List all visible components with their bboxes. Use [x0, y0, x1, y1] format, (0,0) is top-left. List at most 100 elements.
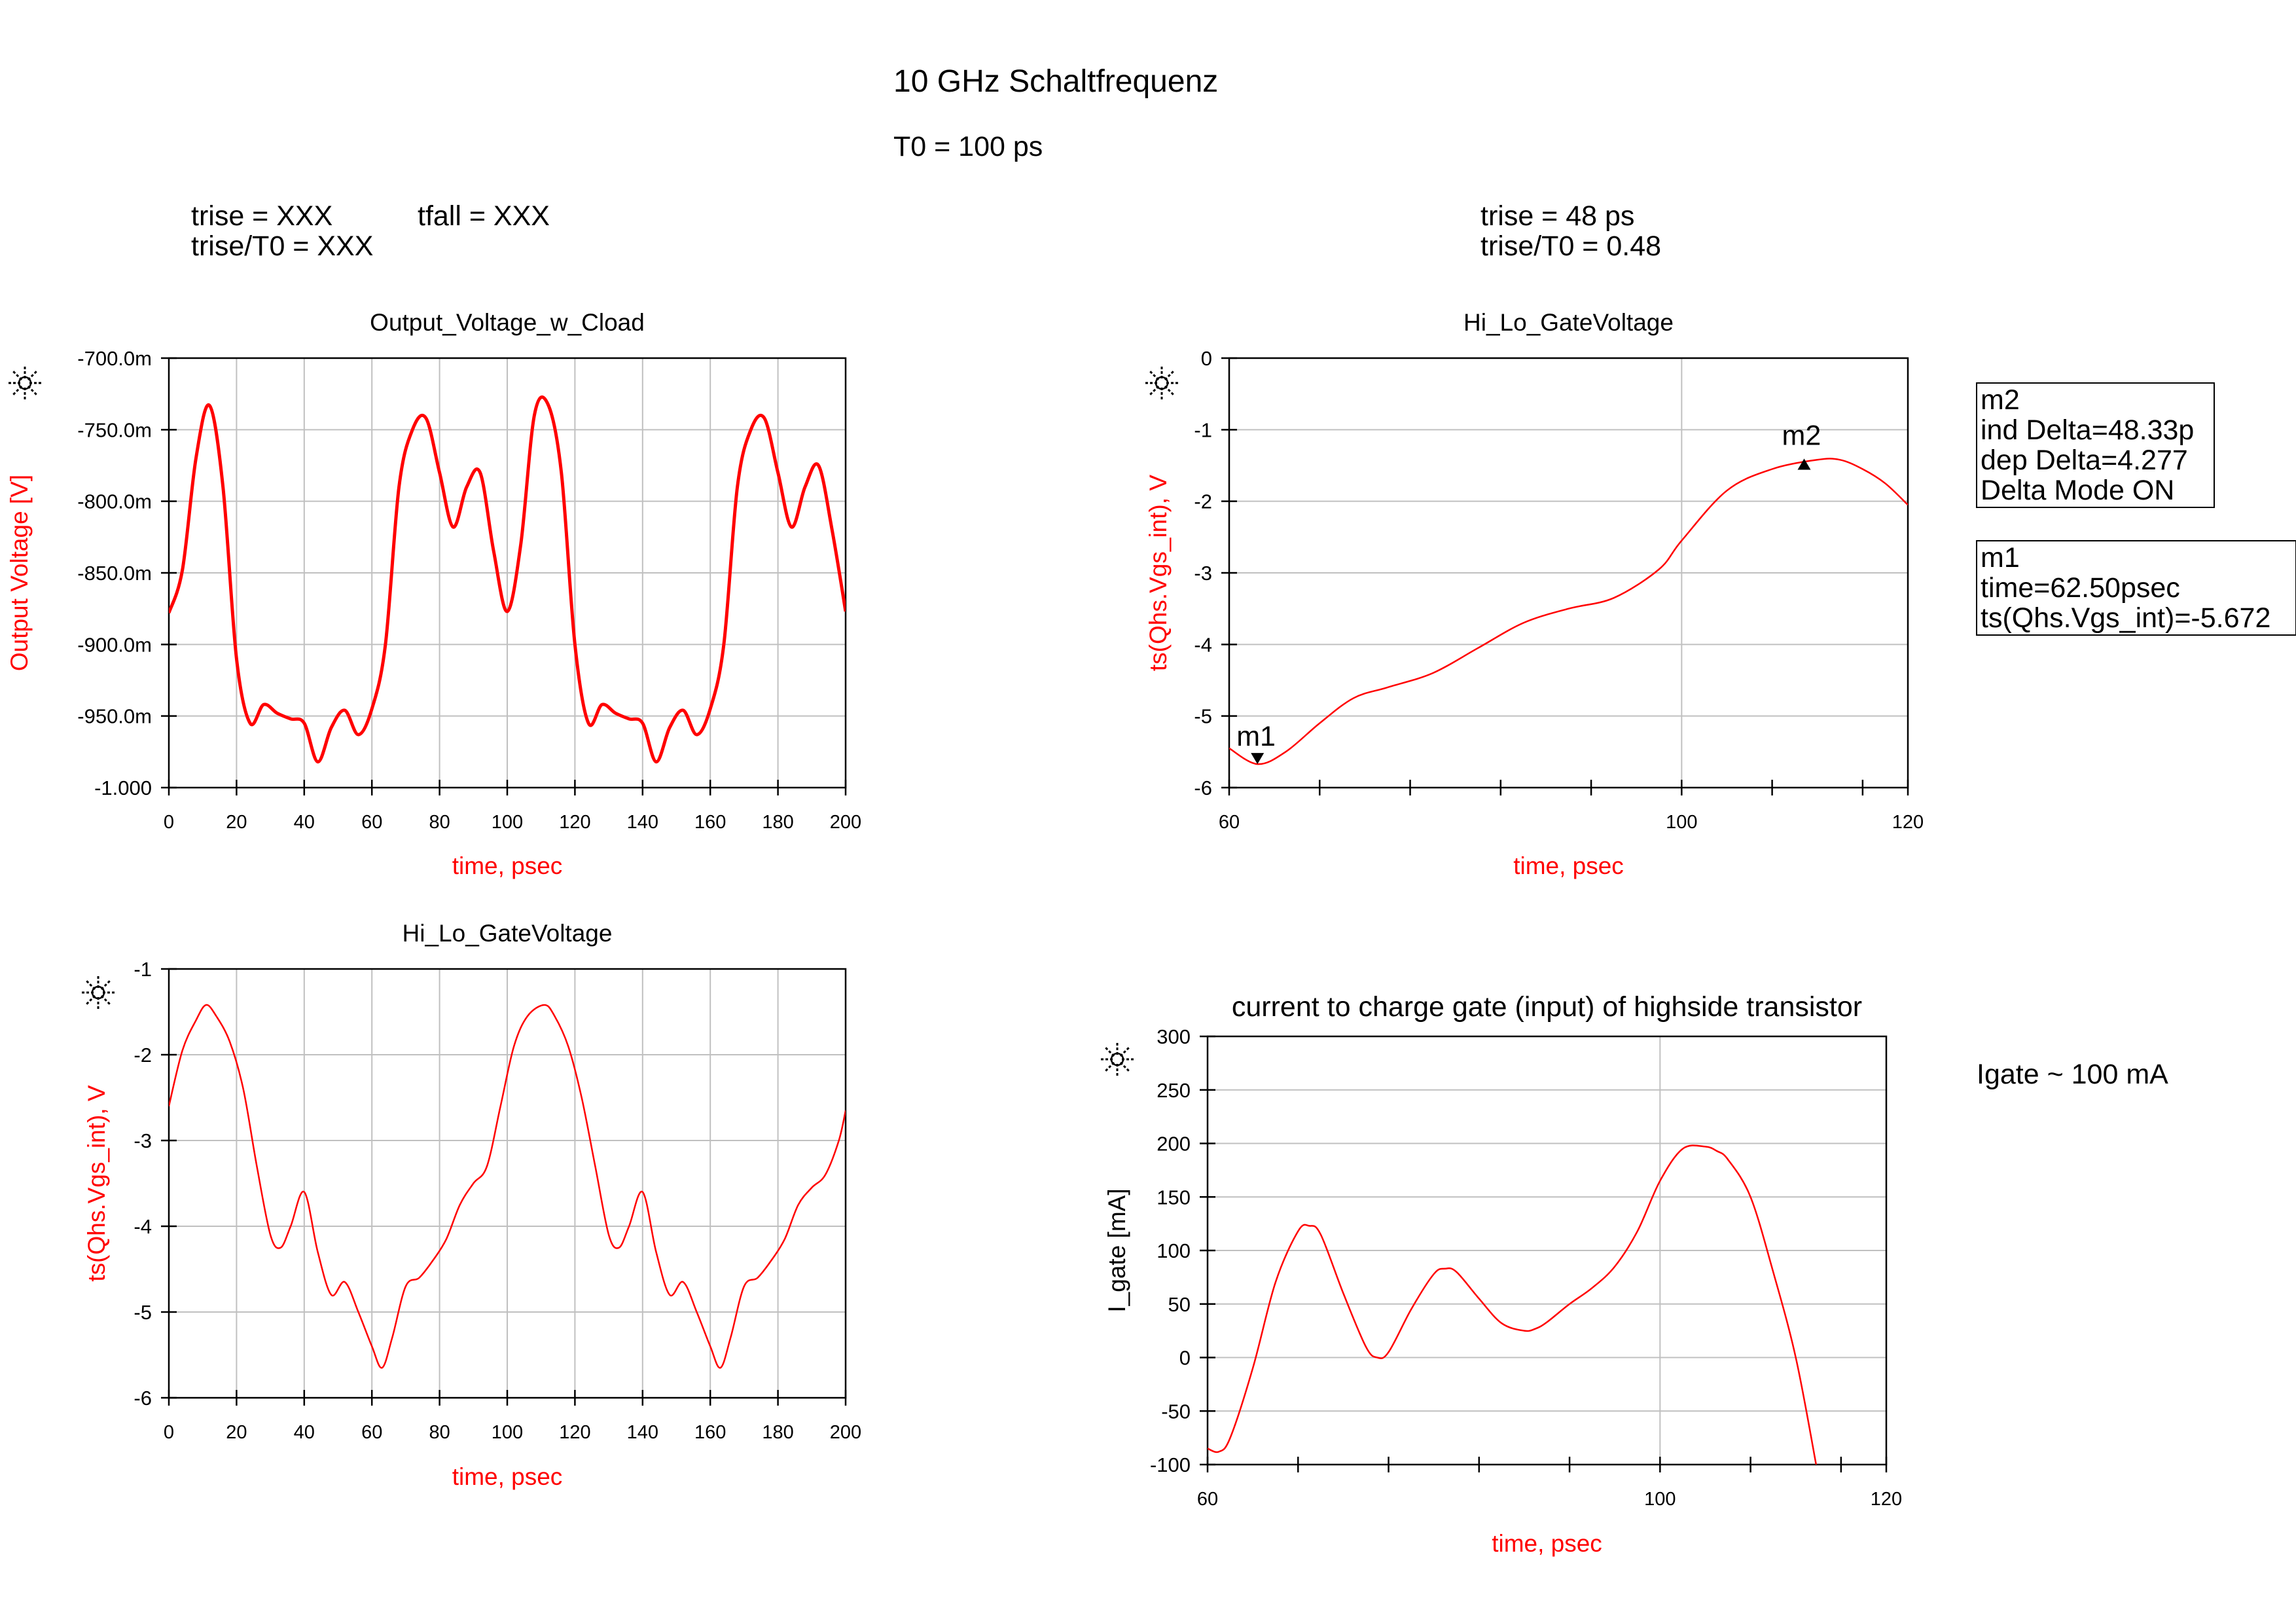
y-tick-label: 250	[1157, 1079, 1191, 1102]
y-tick-label: -1	[1194, 418, 1212, 441]
m2-readout-line-1: ind Delta=48.33p	[1981, 414, 2194, 446]
x-tick-label: 80	[429, 812, 450, 833]
x-tick-label: 60	[361, 812, 382, 833]
left-trise-note: trise = XXX	[191, 200, 332, 232]
x-tick-label: 120	[559, 1422, 590, 1443]
agilent-star-icon[interactable]	[81, 976, 115, 1010]
y-tick-label: -50	[1161, 1400, 1191, 1423]
period-note: T0 = 100 ps	[893, 131, 1043, 162]
series-line	[169, 1004, 846, 1369]
chart-title: Hi_Lo_GateVoltage	[1463, 309, 1674, 336]
star-center	[1110, 1052, 1124, 1067]
plot-output-voltage[interactable]: 0 20 40 60 80 100 120 140 160 180 200 -700.0m -750.0…	[6, 309, 861, 879]
y-tick-label: -800.0m	[77, 490, 152, 513]
x-tick-label: 20	[226, 812, 247, 833]
x-tick-label: 0	[164, 812, 174, 833]
star-center	[91, 985, 105, 1000]
x-tick-label: 20	[226, 1422, 247, 1443]
y-tick-label: -5	[1194, 705, 1212, 728]
y-tick-label: -2	[134, 1044, 152, 1067]
m1-readout-line-0: m1	[1981, 542, 2020, 574]
y-tick-label: -750.0m	[77, 418, 152, 441]
x-axis-label: time, psec	[452, 852, 563, 879]
left-ratio-note: trise/T0 = XXX	[191, 230, 373, 262]
agilent-star-icon[interactable]	[1100, 1042, 1134, 1076]
y-axis-label: ts(Qhs.Vgs_int), V	[83, 1085, 110, 1282]
series-line	[169, 395, 846, 764]
y-tick-label: 0	[1201, 347, 1212, 370]
marker-m2-triangle[interactable]	[1797, 458, 1811, 470]
y-tick-label: -900.0m	[77, 633, 152, 656]
y-tick-label: -2	[1194, 490, 1212, 513]
page-title: 10 GHz Schaltfrequenz	[893, 64, 1218, 99]
x-tick-label: 160	[694, 812, 726, 833]
x-tick-label: 40	[294, 812, 315, 833]
y-tick-label: 50	[1168, 1293, 1191, 1316]
m2-readout-line-2: dep Delta=4.277	[1981, 445, 2188, 476]
series-line	[1208, 1144, 1818, 1465]
y-tick-label: -1	[134, 958, 152, 981]
agilent-star-icon[interactable]	[8, 366, 42, 400]
m2-readout-line-3: Delta Mode ON	[1981, 475, 2174, 506]
y-tick-label: -850.0m	[77, 562, 152, 585]
m1-readout-line-2: ts(Qhs.Vgs_int)=-5.672	[1981, 602, 2270, 634]
y-tick-label: 0	[1179, 1347, 1191, 1370]
x-tick-label: 60	[1197, 1489, 1218, 1510]
right-trise-note: trise = 48 ps	[1480, 200, 1634, 232]
x-tick-label: 200	[830, 1422, 861, 1443]
x-axis-label: time, psec	[1492, 1530, 1602, 1557]
series-line	[1229, 458, 1908, 765]
x-tick-label: 120	[559, 812, 590, 833]
x-tick-label: 100	[492, 812, 523, 833]
plot-gate-voltage-full[interactable]: 0 20 40 60 80 100 120 140 160 180 200 -1 -2 -3 -4 -5 -6 H…	[81, 920, 861, 1490]
y-axis-label: Output Voltage [V]	[6, 475, 33, 671]
marker-m1-triangle[interactable]	[1251, 753, 1265, 765]
y-tick-label: -3	[134, 1129, 152, 1152]
x-tick-label: 100	[492, 1422, 523, 1443]
marker-m1-label: m1	[1236, 721, 1276, 752]
y-tick-label: -1.000	[94, 776, 152, 799]
y-tick-label: -4	[134, 1215, 152, 1238]
marker-m2-label: m2	[1782, 420, 1821, 452]
m1-readout-box[interactable]: m1 time=62.50psec ts(Qhs.Vgs_int)=-5.672	[1976, 540, 2296, 636]
x-tick-label: 180	[762, 1422, 793, 1443]
y-tick-label: -700.0m	[77, 347, 152, 370]
plot-gate-current[interactable]: 60 100 120 300 250 200 150 100 50 0 -50 -100 current…	[1100, 991, 1902, 1557]
x-tick-label: 80	[429, 1422, 450, 1443]
y-tick-label: -950.0m	[77, 705, 152, 728]
plot-gate-voltage-zoom[interactable]: 60 100 120 0 -1 -2 -3 -4 -5 -6 Hi_Lo_GateVoltageti…	[1145, 309, 1924, 879]
x-tick-label: 100	[1666, 812, 1697, 833]
x-axis-label: time, psec	[452, 1463, 563, 1490]
y-tick-label: -5	[134, 1301, 152, 1324]
m2-readout-box[interactable]: m2 ind Delta=48.33p dep Delta=4.277 Delt…	[1976, 382, 2215, 508]
agilent-star-icon[interactable]	[1145, 366, 1179, 400]
y-tick-label: -6	[134, 1387, 152, 1410]
y-tick-label: -6	[1194, 776, 1212, 799]
y-tick-label: -100	[1150, 1453, 1191, 1476]
x-tick-label: 0	[164, 1422, 174, 1443]
star-center	[1155, 376, 1169, 390]
y-axis-label: I_gate [mA]	[1103, 1188, 1130, 1312]
x-tick-label: 120	[1892, 812, 1924, 833]
x-axis-label: time, psec	[1513, 852, 1624, 879]
y-tick-label: -3	[1194, 562, 1212, 585]
x-tick-label: 120	[1871, 1489, 1902, 1510]
chart-title: Hi_Lo_GateVoltage	[403, 920, 613, 947]
m1-readout-line-1: time=62.50psec	[1981, 572, 2180, 604]
y-tick-label: -4	[1194, 633, 1212, 656]
x-tick-label: 160	[694, 1422, 726, 1443]
x-tick-label: 60	[1219, 812, 1240, 833]
x-tick-label: 40	[294, 1422, 315, 1443]
x-tick-label: 180	[762, 812, 793, 833]
igate-note: Igate ~ 100 mA	[1977, 1059, 2168, 1090]
left-tfall-note: tfall = XXX	[418, 200, 550, 232]
x-tick-label: 100	[1644, 1489, 1676, 1510]
y-tick-label: 100	[1157, 1239, 1191, 1262]
m2-readout-line-0: m2	[1981, 384, 2020, 416]
y-tick-label: 200	[1157, 1133, 1191, 1156]
y-tick-label: 150	[1157, 1186, 1191, 1209]
y-tick-label: 300	[1157, 1025, 1191, 1048]
x-tick-label: 200	[830, 812, 861, 833]
right-ratio-note: trise/T0 = 0.48	[1480, 230, 1661, 262]
